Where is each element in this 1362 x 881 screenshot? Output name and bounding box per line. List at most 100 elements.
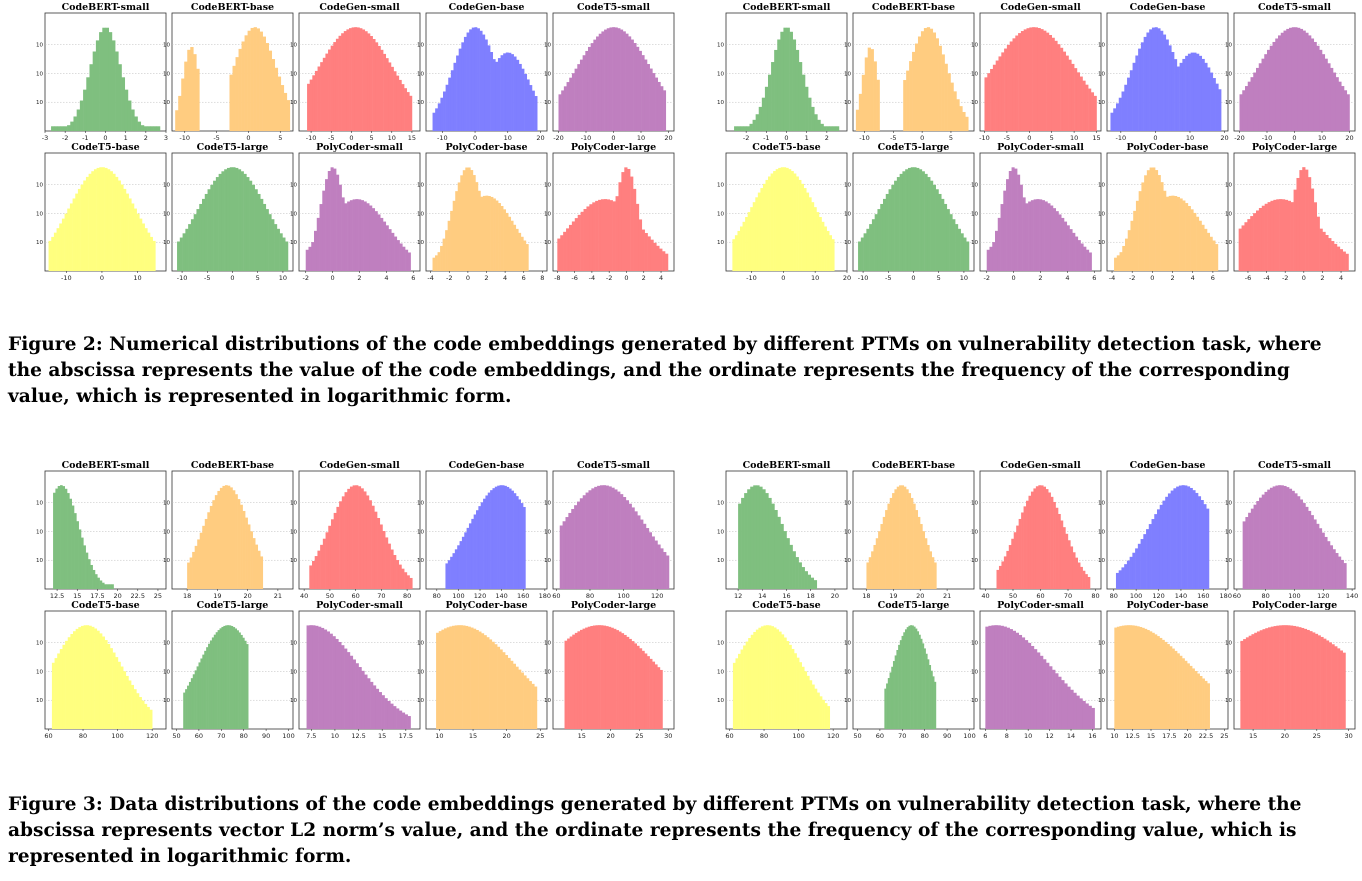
histogram-bar: [78, 529, 82, 589]
histogram-bar: [873, 544, 877, 589]
histogram-bar: [485, 195, 489, 271]
histogram-bar: [885, 510, 888, 589]
histogram-bar: [320, 62, 324, 131]
histogram-bar: [398, 79, 402, 131]
panel-title: PolyCoder-large: [1252, 142, 1337, 153]
x-tick-label: 12.5: [351, 732, 365, 740]
histogram-bar: [255, 544, 259, 589]
x-tick-label: 10: [1318, 134, 1326, 142]
histogram-bar: [1157, 175, 1161, 271]
histogram-bar: [147, 126, 151, 131]
panel-title: CodeBERT-base: [872, 2, 955, 13]
histogram-bar: [393, 71, 397, 131]
histogram-bar: [1058, 214, 1062, 271]
histogram-bar: [1284, 199, 1289, 271]
histogram-bar: [605, 626, 609, 729]
histogram-bar: [64, 488, 68, 589]
histogram-bar: [1280, 32, 1284, 131]
histogram-bar: [213, 634, 216, 729]
histogram-bar: [1322, 54, 1326, 132]
x-tick-label: 19: [889, 592, 897, 600]
histogram-bar: [1135, 200, 1139, 271]
histogram-bar: [377, 45, 381, 131]
histogram-bar: [1114, 627, 1118, 729]
x-tick-label: 8: [1005, 732, 1009, 740]
histogram-bar: [1032, 27, 1036, 131]
histogram-bar: [614, 489, 618, 589]
histogram-bar: [499, 485, 503, 589]
histogram-bar: [1070, 689, 1074, 729]
x-tick-label: 0: [466, 274, 470, 282]
histogram-bar: [907, 167, 912, 271]
x-tick-label: 100: [282, 732, 294, 740]
histogram-bar: [866, 562, 870, 589]
histogram-bar: [1018, 518, 1022, 589]
y-tick-label: 10: [717, 529, 724, 535]
x-tick-label: 4: [1065, 274, 1069, 282]
histogram-bar: [1058, 676, 1062, 729]
y-tick-label: 10: [1225, 698, 1232, 704]
x-tick-label: 100: [617, 592, 629, 600]
histogram-bar: [473, 628, 477, 729]
histogram-bar: [795, 557, 799, 589]
histogram-bar: [608, 626, 612, 729]
histogram-bar: [438, 631, 442, 729]
histogram-bar: [1040, 29, 1044, 132]
histogram-bar: [69, 203, 73, 271]
histogram-bar: [1024, 640, 1029, 729]
histogram-bar: [1339, 650, 1343, 729]
panel-title: CodeGen-base: [1130, 460, 1206, 471]
histogram-bar: [1297, 496, 1301, 589]
histogram-bar: [276, 228, 280, 271]
histogram-bar: [346, 29, 350, 131]
histogram-bar: [1308, 35, 1312, 131]
histogram-bar: [768, 176, 771, 271]
histogram-bar: [235, 57, 239, 131]
histogram-bar: [1176, 486, 1180, 589]
histogram-bar: [626, 636, 630, 729]
histogram-bar: [657, 544, 661, 589]
histogram-bar: [662, 251, 666, 271]
histogram-bar: [1269, 487, 1273, 589]
histogram-bar: [1176, 66, 1180, 131]
histogram-bar: [1023, 29, 1027, 132]
histogram-bar: [1256, 67, 1260, 131]
histogram-bar: [347, 488, 351, 589]
histogram-bar: [76, 521, 79, 589]
histogram-bar: [194, 545, 198, 589]
x-tick-label: 80: [586, 592, 594, 600]
histogram-bar: [903, 486, 907, 589]
histogram-bar: [229, 625, 232, 729]
x-tick-label: 0: [1302, 274, 1306, 282]
histogram-bar: [91, 171, 95, 271]
histogram-bar: [394, 236, 398, 271]
x-tick-label: 60: [195, 732, 203, 740]
histogram-bar: [1253, 213, 1257, 271]
histogram-bar: [821, 221, 825, 271]
histogram-bar: [1337, 648, 1341, 729]
histogram-bar: [133, 208, 137, 271]
histogram-bar: [268, 50, 273, 131]
histogram-bar: [1160, 30, 1164, 131]
histogram-bar: [503, 53, 507, 131]
y-tick-label: 10: [717, 641, 724, 647]
histogram-bar: [1129, 70, 1133, 131]
histogram-bar: [208, 643, 211, 729]
histogram-bar: [563, 86, 567, 131]
histogram-bar: [1327, 63, 1331, 131]
histogram-bar: [1124, 238, 1129, 271]
histogram-bar: [1070, 546, 1074, 589]
histogram-bar: [1179, 655, 1183, 729]
histogram-bar: [949, 214, 953, 271]
y-tick-label: 10: [36, 529, 43, 535]
histogram-bar: [225, 625, 228, 729]
x-tick-label: 0: [246, 134, 250, 142]
histogram-bar: [941, 198, 945, 271]
histogram-bar: [96, 630, 100, 729]
histogram-bar: [463, 36, 467, 131]
histogram-bar: [332, 636, 336, 729]
histogram-bar: [604, 29, 608, 132]
histogram-bar: [998, 56, 1002, 131]
